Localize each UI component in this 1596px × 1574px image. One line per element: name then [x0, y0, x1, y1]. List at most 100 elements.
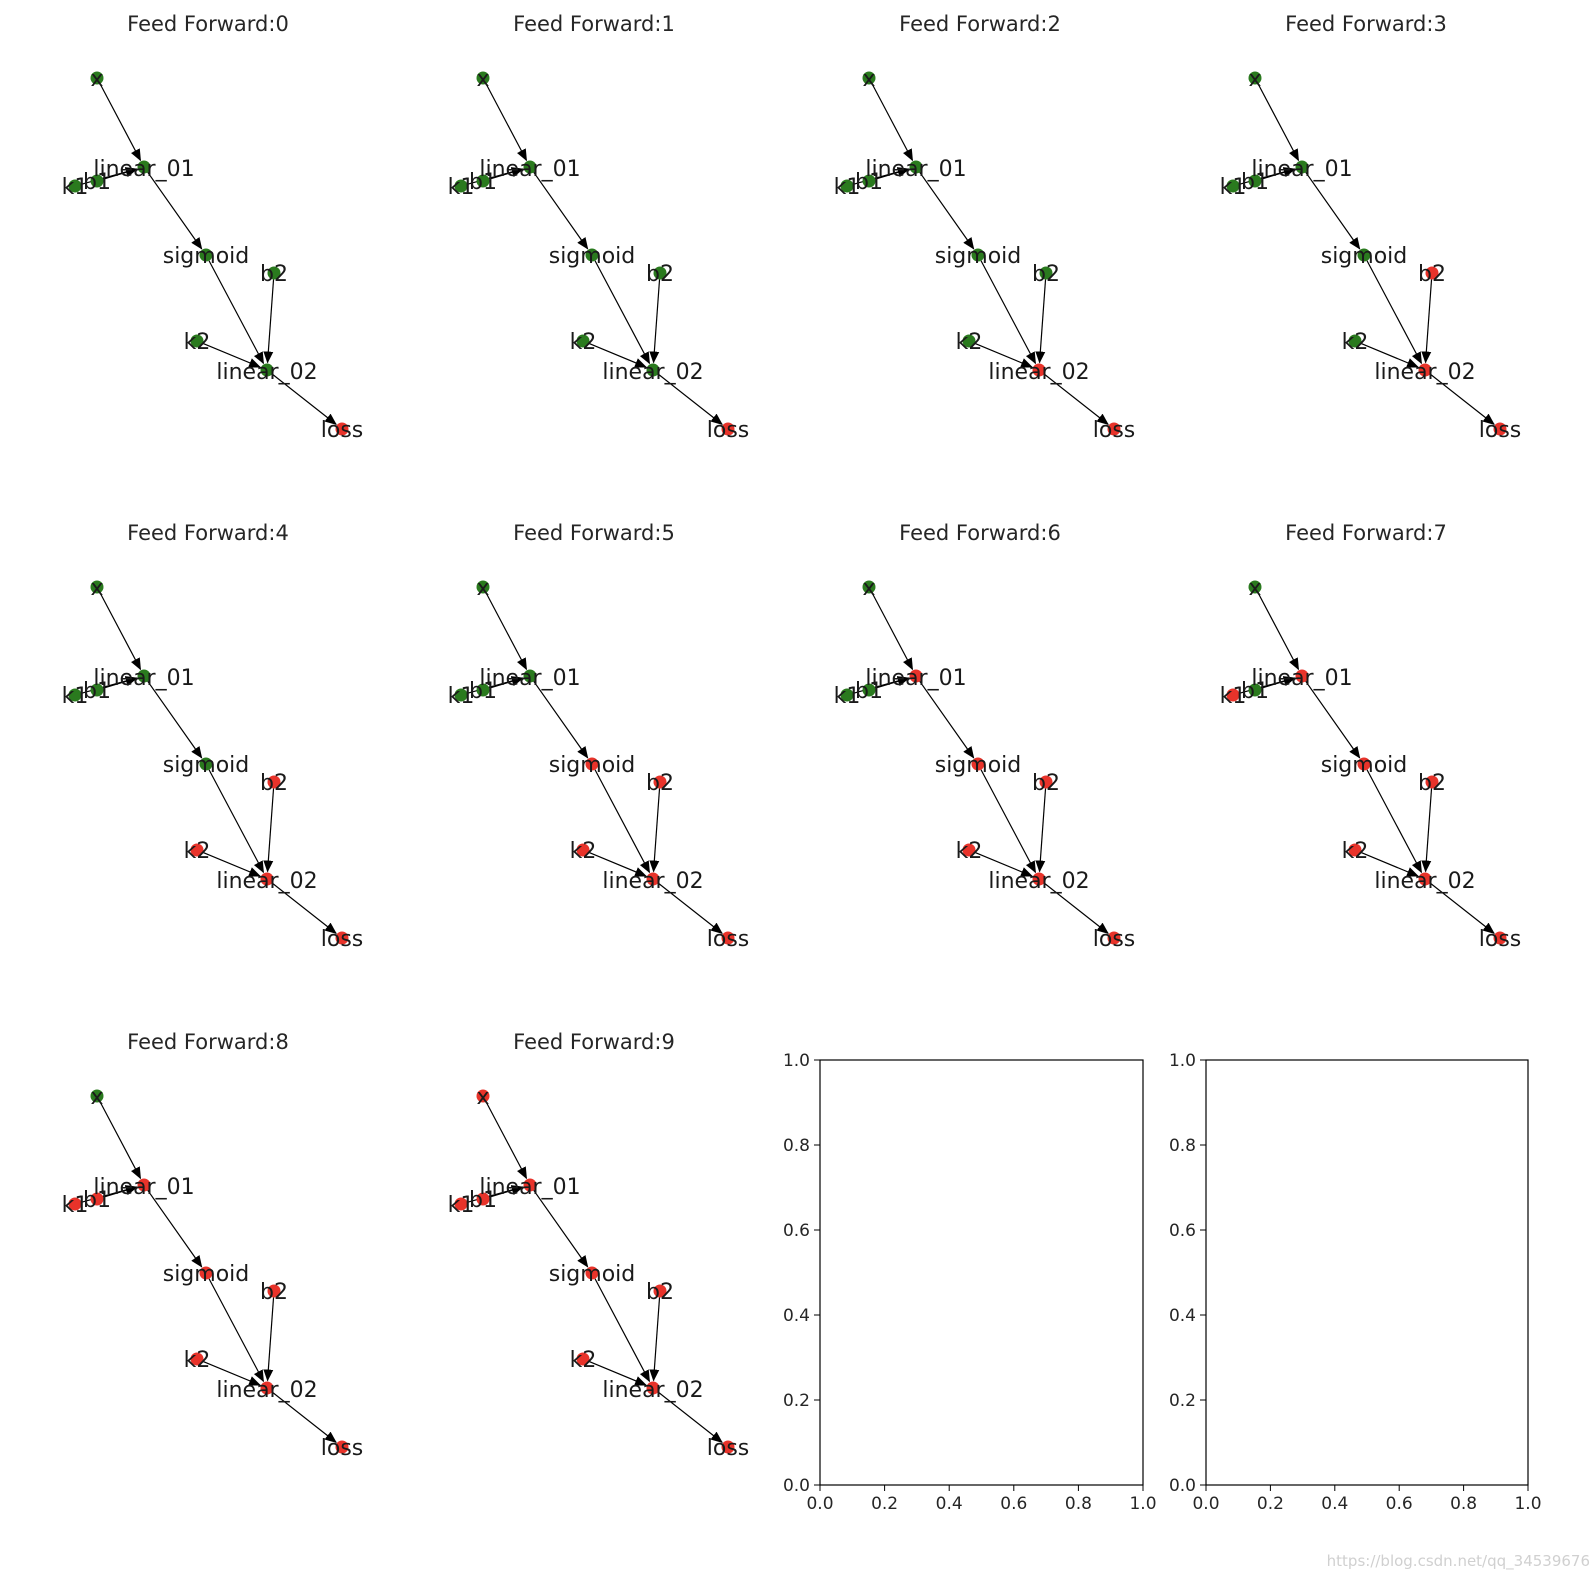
edge-linear_02-to-loss — [657, 882, 723, 934]
node-label-x: x — [862, 67, 875, 92]
node-x — [476, 580, 490, 594]
node-b2 — [267, 775, 281, 789]
edge-k2-to-linear_02 — [202, 342, 261, 368]
node-label-x: x — [476, 1085, 489, 1110]
node-linear_01 — [1295, 669, 1309, 683]
node-label-k2: k2 — [184, 839, 211, 864]
edge-sigmoid-to-linear_02 — [980, 769, 1037, 874]
edge-sigmoid-to-linear_02 — [594, 260, 651, 365]
x-tick-label: 0.6 — [1000, 1494, 1027, 1514]
node-b1 — [90, 683, 104, 697]
graph-panel-3: Feed Forward:3xlinear_01k1b1sigmoidb2k2l… — [1220, 12, 1522, 443]
node-x — [1248, 71, 1262, 85]
graph-panels: Feed Forward:0xlinear_01k1b1sigmoidb2k2l… — [62, 12, 1522, 1461]
edge-b1-to-linear_01 — [1261, 167, 1296, 180]
x-tick-label: 0.6 — [1386, 1494, 1413, 1514]
edge-b1-to-linear_01 — [489, 1185, 524, 1198]
node-label-b1: b1 — [83, 679, 111, 704]
node-b2 — [653, 775, 667, 789]
node-k2 — [1348, 843, 1362, 857]
edge-sigmoid-to-linear_02 — [594, 1278, 651, 1383]
node-k1 — [68, 1197, 82, 1211]
node-label-sigmoid: sigmoid — [163, 244, 250, 269]
edge-b1-to-linear_01 — [103, 167, 138, 180]
graph-panel-0: Feed Forward:0xlinear_01k1b1sigmoidb2k2l… — [62, 12, 364, 443]
y-tick-label: 0.6 — [783, 1221, 810, 1241]
node-k2 — [190, 1352, 204, 1366]
node-sigmoid — [971, 248, 985, 262]
node-b2 — [1425, 775, 1439, 789]
edge-linear_01-to-sigmoid — [147, 171, 203, 250]
node-label-x: x — [90, 1085, 103, 1110]
node-label-b1: b1 — [469, 1188, 497, 1213]
empty-axes-0: 0.0 0.2 0.4 0.6 0.8 1.0 0.0 0.2 0.4 0.6 0.8 1.0 — [783, 1051, 1157, 1514]
panel-title: Feed Forward:5 — [513, 521, 675, 545]
edge-linear_01-to-sigmoid — [147, 1189, 203, 1268]
edge-linear_01-to-sigmoid — [919, 171, 975, 250]
axes-frame — [819, 1059, 1144, 1486]
edge-b2-to-linear_02 — [263, 1297, 275, 1382]
node-label-linear_02: linear_02 — [216, 869, 317, 894]
edge-x-to-linear_01 — [99, 592, 142, 671]
node-linear_02 — [1032, 872, 1046, 886]
y-tick-label: 0.4 — [1169, 1306, 1196, 1326]
node-label-loss: loss — [1093, 927, 1136, 952]
y-tick-label: 0.2 — [783, 1391, 810, 1411]
node-label-b2: b2 — [1032, 771, 1060, 796]
y-tick-label: 0.8 — [1169, 1136, 1196, 1156]
node-b1 — [1248, 683, 1262, 697]
node-label-x: x — [476, 576, 489, 601]
edge-x-to-linear_01 — [1257, 592, 1300, 671]
graph-panel-5: Feed Forward:5xlinear_01k1b1sigmoidb2k2l… — [448, 521, 750, 952]
edge-b2-to-linear_02 — [649, 788, 661, 873]
node-k2 — [962, 843, 976, 857]
node-sigmoid — [585, 1266, 599, 1280]
edge-sigmoid-to-linear_02 — [208, 1278, 265, 1383]
panel-title: Feed Forward:9 — [513, 1030, 675, 1054]
node-linear_02 — [1418, 872, 1432, 886]
node-label-x: x — [90, 576, 103, 601]
edge-k2-to-linear_02 — [588, 851, 647, 877]
node-b2 — [1039, 775, 1053, 789]
node-label-k2: k2 — [570, 330, 597, 355]
node-label-k1: k1 — [62, 1193, 89, 1218]
edge-k2-to-linear_02 — [1360, 342, 1419, 368]
node-b2 — [1425, 266, 1439, 280]
node-label-k1: k1 — [62, 175, 89, 200]
node-linear_02 — [260, 1381, 274, 1395]
node-k1 — [454, 688, 468, 702]
node-label-loss: loss — [321, 1436, 364, 1461]
edge-x-to-linear_01 — [99, 83, 142, 162]
node-label-loss: loss — [321, 927, 364, 952]
x-tick-label: 0.8 — [1450, 1494, 1477, 1514]
edge-x-to-linear_01 — [871, 83, 914, 162]
node-label-x: x — [476, 67, 489, 92]
node-b1 — [476, 174, 490, 188]
node-k1 — [454, 1197, 468, 1211]
graph-panel-9: Feed Forward:9xlinear_01k1b1sigmoidb2k2l… — [448, 1030, 750, 1461]
edge-linear_02-to-loss — [657, 373, 723, 425]
x-tick-label: 0.0 — [1192, 1494, 1219, 1514]
node-label-b1: b1 — [1241, 170, 1269, 195]
edge-sigmoid-to-linear_02 — [1366, 260, 1423, 365]
node-label-linear_01: linear_01 — [1251, 666, 1352, 691]
node-linear_01 — [523, 160, 537, 174]
node-label-linear_02: linear_02 — [988, 360, 1089, 385]
edge-sigmoid-to-linear_02 — [208, 769, 265, 874]
edge-k2-to-linear_02 — [588, 342, 647, 368]
node-linear_01 — [137, 160, 151, 174]
node-x — [476, 71, 490, 85]
node-label-linear_02: linear_02 — [216, 1378, 317, 1403]
node-label-sigmoid: sigmoid — [935, 753, 1022, 778]
node-label-k1: k1 — [1220, 175, 1247, 200]
y-tick-label: 0.0 — [783, 1476, 810, 1496]
node-k2 — [576, 1352, 590, 1366]
node-k1 — [68, 179, 82, 193]
x-tick-label: 0.4 — [1321, 1494, 1348, 1514]
node-label-loss: loss — [707, 418, 750, 443]
node-label-linear_02: linear_02 — [988, 869, 1089, 894]
node-label-linear_01: linear_01 — [479, 1175, 580, 1200]
edge-x-to-linear_01 — [485, 83, 528, 162]
node-label-b2: b2 — [646, 262, 674, 287]
